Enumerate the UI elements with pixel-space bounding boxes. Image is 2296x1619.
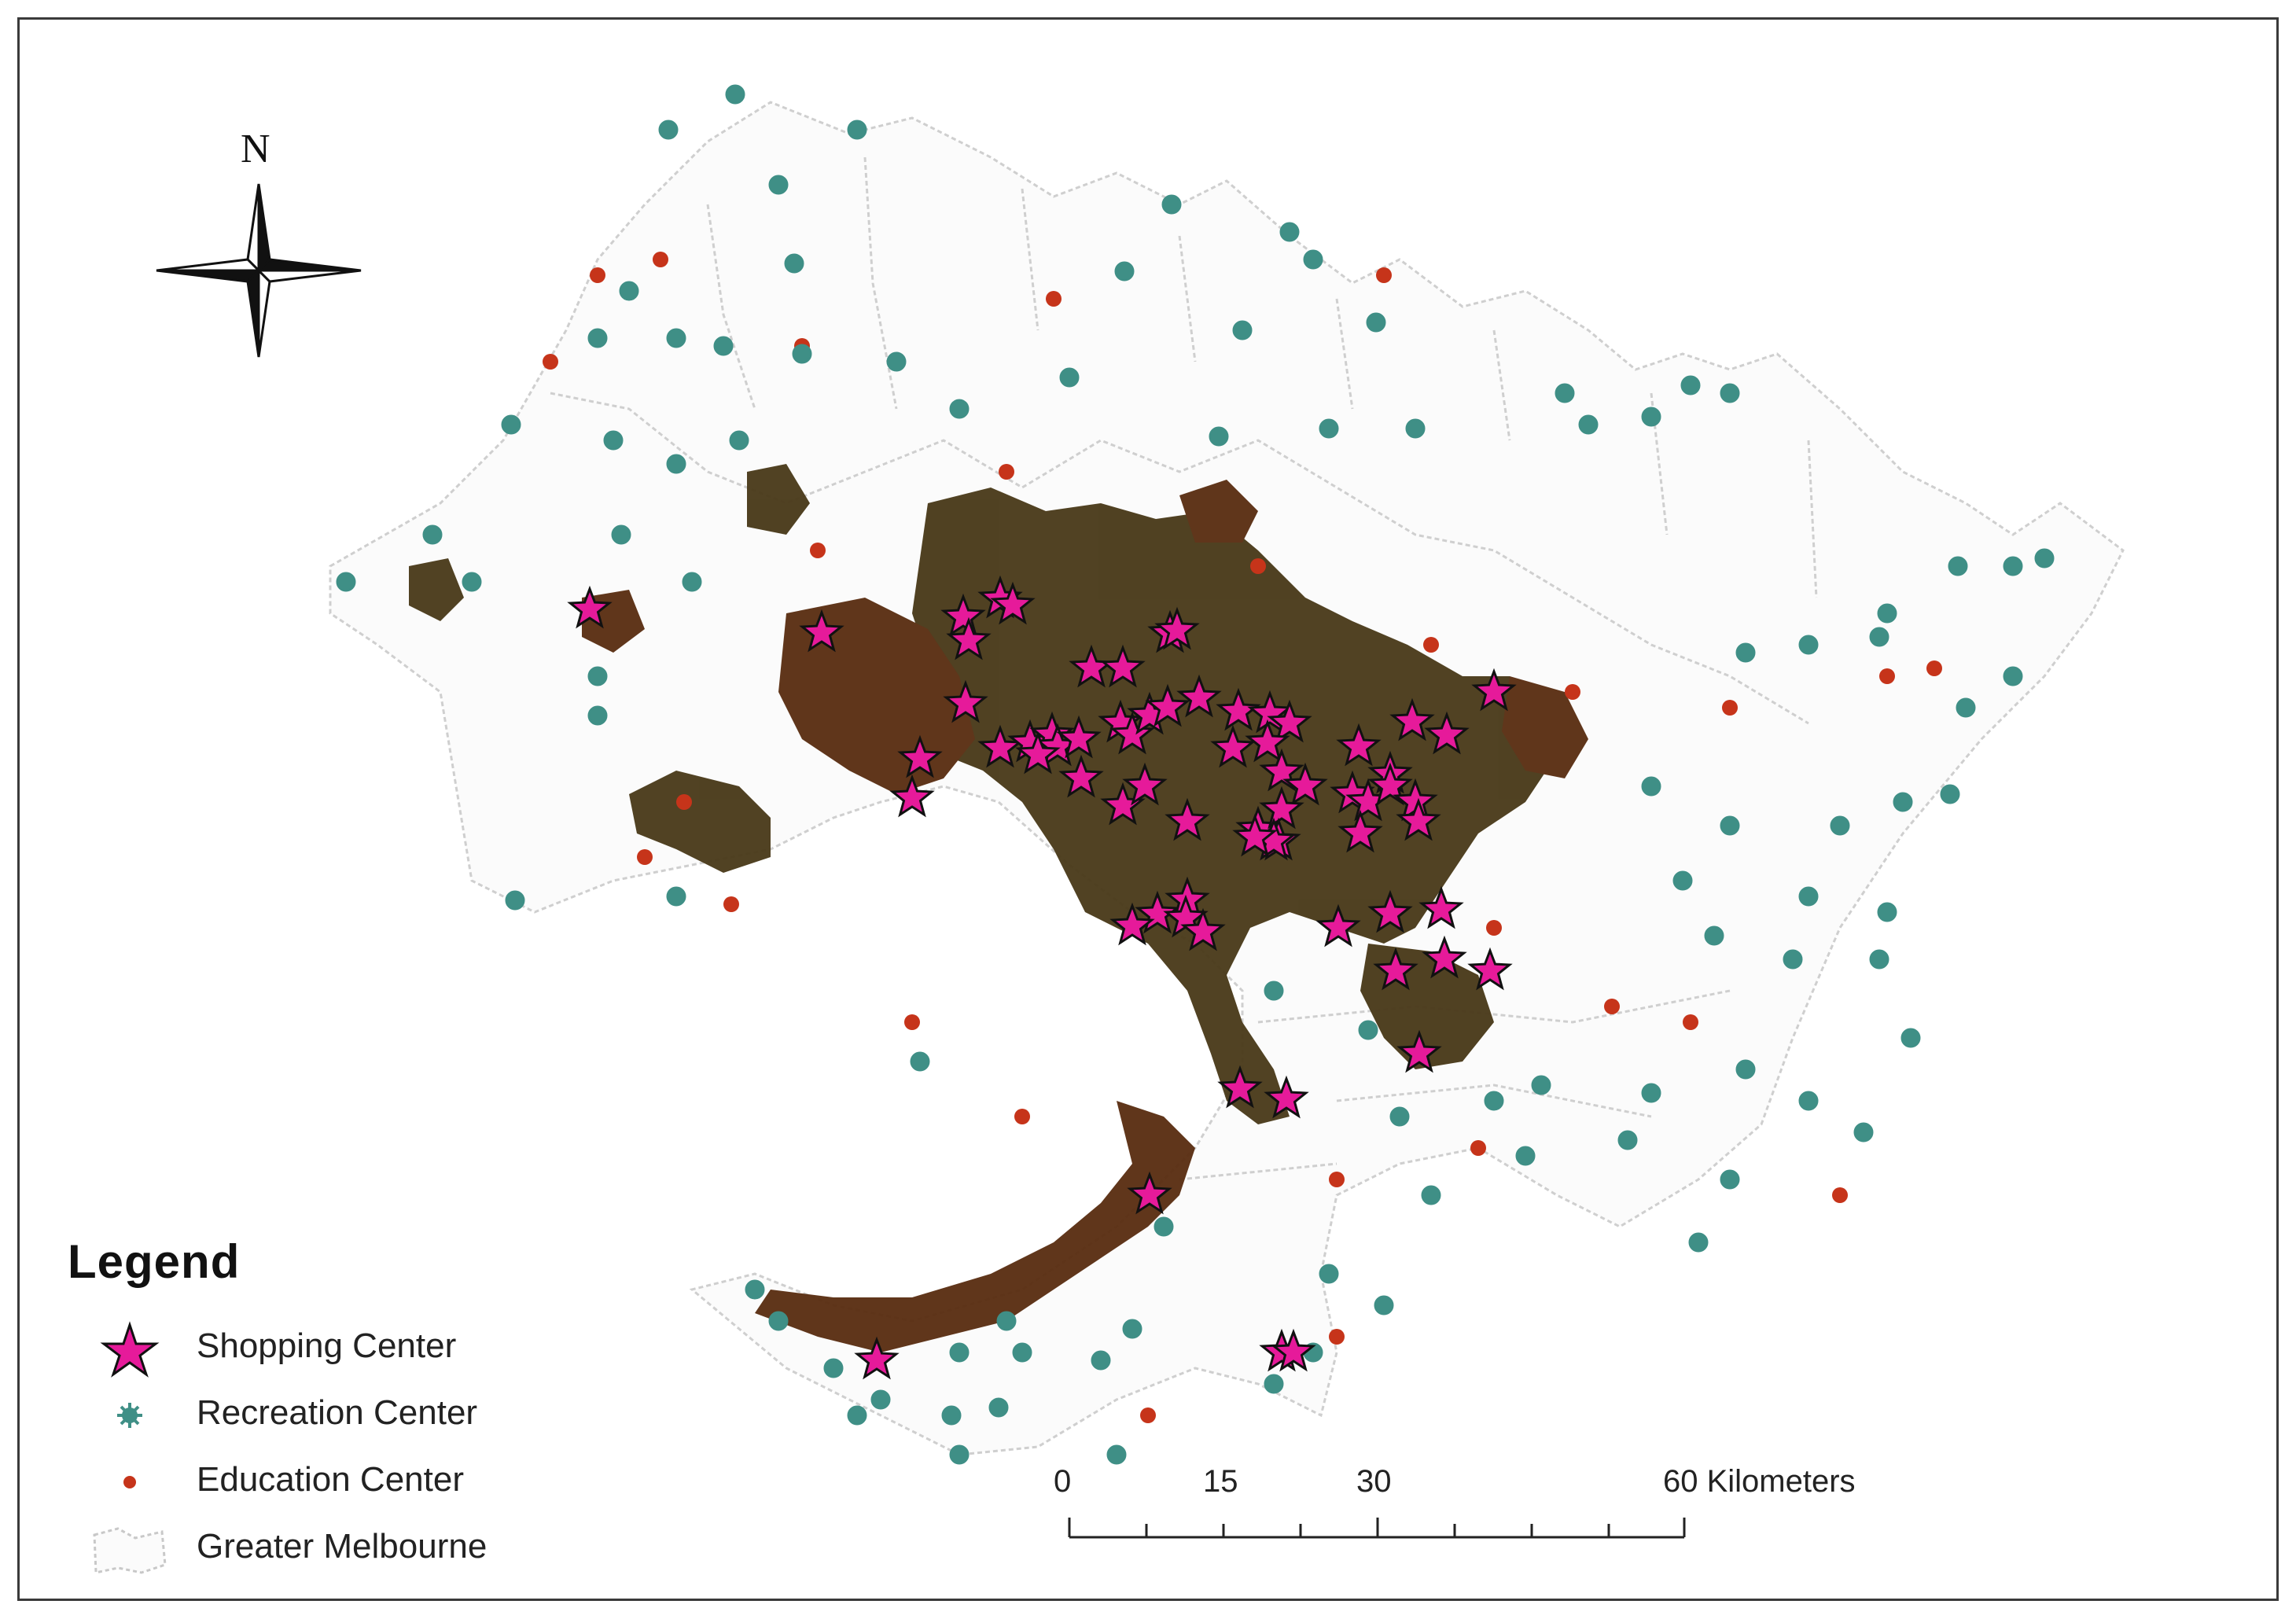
shopping-center-star: [1267, 699, 1312, 743]
shopping-center-star: [1176, 674, 1222, 718]
legend-item-greater-melbourne: Greater Melbourne: [0, 1518, 598, 1580]
shopping-center-star: [889, 774, 935, 818]
shopping-center-star: [1315, 903, 1361, 947]
legend-label-shopping-center: Shopping Center: [197, 1326, 457, 1365]
shopping-center-star: [1367, 889, 1413, 933]
legend-title: Legend: [68, 1235, 241, 1288]
legend-label-recreation-center: Recreation Center: [197, 1393, 478, 1432]
shopping-center-star: [1259, 748, 1304, 792]
shopping-center-star: [1122, 762, 1168, 806]
shopping-center-star: [1264, 1075, 1309, 1119]
teal-burst-icon: [117, 1403, 142, 1428]
shopping-center-star: [1467, 947, 1513, 991]
shopping-center-star: [1367, 762, 1413, 806]
shopping-center-star: [940, 593, 986, 637]
legend-item-education-center: Education Center: [0, 1451, 598, 1514]
scale-tick-label-15: 15: [1203, 1464, 1238, 1499]
legend-label-education-center: Education Center: [197, 1460, 464, 1499]
scale-tick-label-30: 30: [1356, 1464, 1392, 1499]
shopping-center-star: [943, 679, 988, 723]
shopping-center-star: [1135, 890, 1180, 934]
shopping-center-star: [1154, 606, 1200, 650]
shopping-center-star: [1418, 885, 1464, 929]
shopping-center-star: [1056, 715, 1102, 759]
shopping-center-star: [946, 616, 992, 660]
shopping-center-star: [897, 734, 943, 778]
boundary-outline-icon: [93, 1527, 167, 1574]
shopping-center-star: [1180, 907, 1226, 951]
shopping-center-star: [1471, 668, 1517, 712]
north-label: N: [241, 127, 270, 171]
shopping-center-star: [854, 1336, 900, 1380]
shopping-center-star: [1210, 724, 1256, 768]
shopping-center-star: [1247, 690, 1293, 734]
shopping-center-star: [1232, 813, 1278, 857]
shopping-center-star: [1109, 902, 1155, 946]
shopping-center-star: [567, 585, 613, 629]
north-arrow-icon: [156, 183, 362, 358]
shopping-center-star: [1424, 711, 1470, 755]
shopping-center-star: [977, 724, 1023, 768]
shopping-center-star: [1336, 723, 1382, 767]
education-center-points: [543, 252, 1942, 1423]
shopping-center-star: [1245, 719, 1290, 763]
shopping-center-star: [1422, 935, 1467, 979]
scale-end-label: 60 Kilometers: [1663, 1464, 1856, 1499]
legend-label-greater-melbourne: Greater Melbourne: [197, 1527, 488, 1566]
shopping-center-star: [1271, 1328, 1316, 1372]
shopping-center-star: [1058, 754, 1104, 798]
shopping-center-star: [1127, 1171, 1172, 1215]
legend-item-recreation-center: Recreation Center: [0, 1384, 598, 1447]
shopping-center-star: [1217, 1065, 1263, 1109]
shopping-center-star: [1396, 1029, 1442, 1073]
shopping-center-star: [1015, 730, 1061, 775]
shopping-center-star: [1337, 809, 1383, 853]
red-dot-icon: [123, 1476, 136, 1488]
shopping-center-star: [1109, 711, 1155, 755]
pink-star-icon: [100, 1321, 160, 1378]
legend-item-shopping-center: Shopping Center: [0, 1317, 598, 1380]
recreation-center-points: [336, 84, 2055, 1465]
shopping-center-star: [1389, 697, 1435, 741]
shopping-center-star: [1373, 947, 1418, 991]
shopping-center-star: [1259, 786, 1304, 830]
shopping-center-star: [1282, 762, 1328, 806]
shopping-center-star: [1216, 687, 1261, 731]
scale-tick-label-0: 0: [1054, 1464, 1072, 1499]
shopping-center-star: [799, 609, 844, 653]
shopping-center-star: [1100, 644, 1146, 688]
scale-bar: [1068, 1518, 1686, 1539]
shopping-center-star: [990, 581, 1036, 625]
shopping-center-star: [1145, 683, 1190, 727]
shopping-center-star: [1396, 797, 1441, 841]
shopping-center-points: [567, 575, 1517, 1380]
shopping-center-star: [1165, 797, 1210, 841]
